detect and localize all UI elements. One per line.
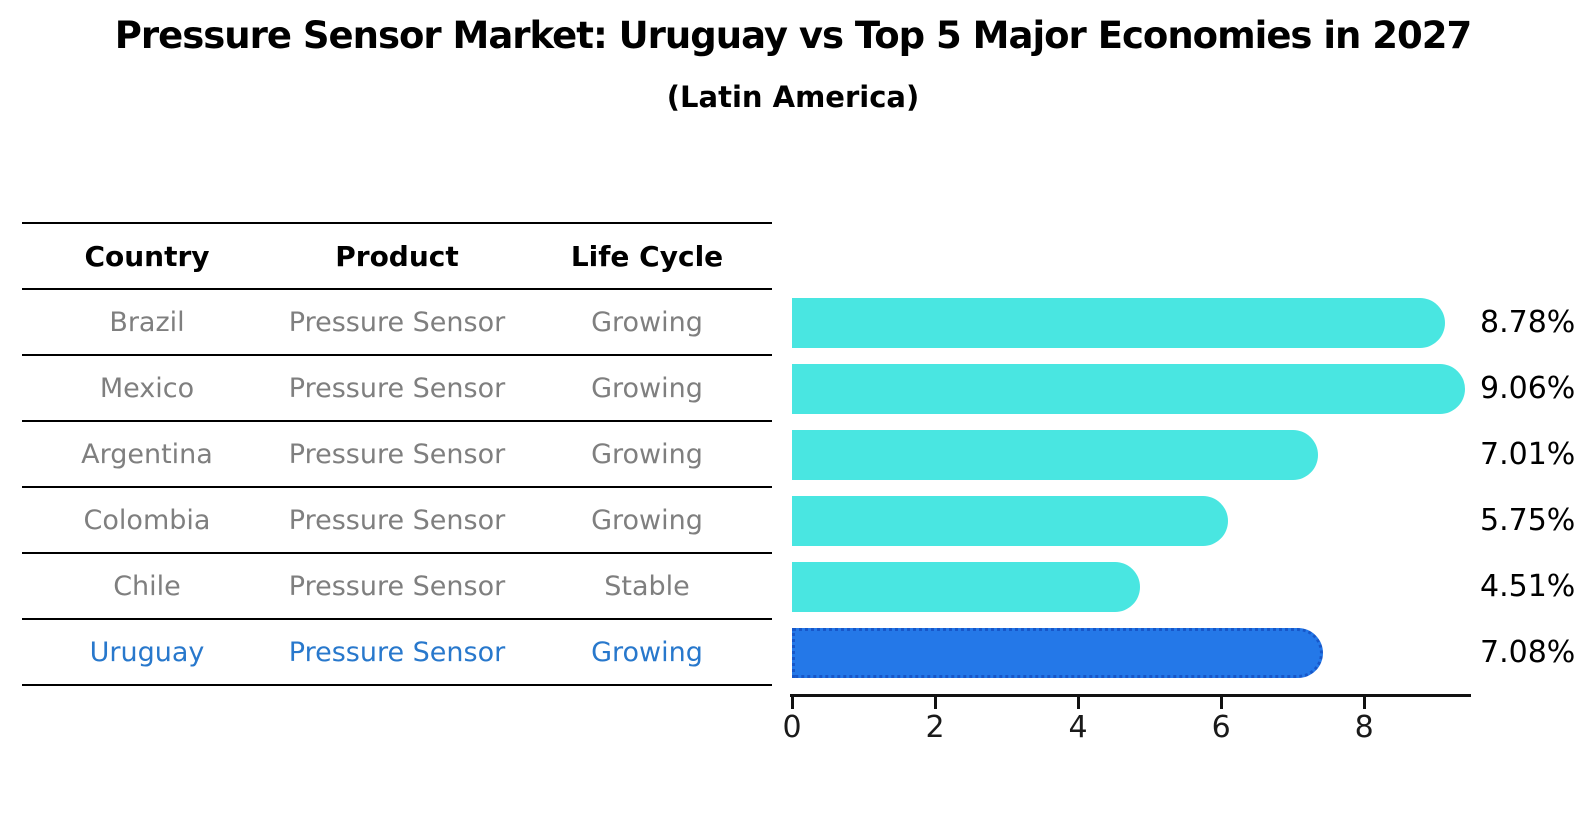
table-header-product: Product <box>335 239 459 273</box>
x-tick-label: 0 <box>782 710 802 745</box>
x-tick-mark <box>1363 697 1367 709</box>
x-tick-mark <box>1077 697 1081 709</box>
table-cell-product: Pressure Sensor <box>288 438 506 470</box>
bar-row <box>792 290 1470 356</box>
table-cell-life-cycle: Growing <box>591 372 703 404</box>
bar-colombia <box>792 496 1229 546</box>
x-axis-line <box>790 694 1471 697</box>
table-cell-country: Chile <box>113 570 181 602</box>
table-cell-country: Argentina <box>81 438 213 470</box>
x-tick-mark <box>791 697 794 709</box>
country-table: Country Product Life Cycle Brazil Pressur… <box>22 222 772 686</box>
bar-value-label: 7.01% <box>1480 437 1576 472</box>
bar-value-label: 9.06% <box>1480 371 1576 406</box>
table-cell-country: Mexico <box>99 372 195 404</box>
table-row: Colombia Pressure Sensor Growing <box>22 488 772 554</box>
bar-argentina <box>792 430 1319 480</box>
bar-brazil <box>792 298 1445 348</box>
x-tick-mark <box>934 697 938 709</box>
table-cell-country: Colombia <box>83 504 211 536</box>
table-cell-product: Pressure Sensor <box>288 504 506 536</box>
table-body: Brazil Pressure Sensor Growing Mexico Pressu… <box>22 290 772 686</box>
table-row: Chile Pressure Sensor Stable <box>22 554 772 620</box>
table-header-country: Country <box>84 239 210 273</box>
table-cell-product: Pressure Sensor <box>288 372 506 404</box>
table-cell-product: Pressure Sensor <box>288 636 506 668</box>
table-cell-country: Brazil <box>109 306 185 338</box>
table-cell-life-cycle: Growing <box>591 636 703 668</box>
bar-row <box>792 356 1470 422</box>
table-cell-country: Uruguay <box>89 636 205 668</box>
bar-row <box>792 488 1470 554</box>
bar-row <box>792 554 1470 620</box>
table-row: Brazil Pressure Sensor Growing <box>22 290 772 356</box>
table-header-lifecycle: Life Cycle <box>570 239 724 273</box>
table-cell-life-cycle: Stable <box>604 570 690 602</box>
x-tick-mark <box>1220 697 1224 709</box>
table-cell-life-cycle: Growing <box>591 504 703 536</box>
x-tick-label: 4 <box>1068 710 1088 745</box>
x-tick-label: 2 <box>925 710 945 745</box>
x-tick-label: 8 <box>1354 710 1374 745</box>
bar-value-label: 4.51% <box>1480 569 1576 604</box>
x-tick-label: 6 <box>1211 710 1231 745</box>
table-cell-product: Pressure Sensor <box>288 306 506 338</box>
table-header-row: Country Product Life Cycle <box>22 222 772 290</box>
bar-row <box>792 422 1470 488</box>
table-row: Uruguay Pressure Sensor Growing <box>22 620 772 686</box>
bar-row <box>792 620 1470 686</box>
bar-uruguay <box>792 628 1324 678</box>
bar-value-label: 8.78% <box>1480 305 1576 340</box>
value-label-column: 8.78% 9.06% 7.01% 5.75% 4.51% 7.08% <box>1480 290 1586 686</box>
bar-mexico <box>792 364 1465 414</box>
bar-value-label: 5.75% <box>1480 503 1576 538</box>
bar-value-label: 7.08% <box>1480 635 1576 670</box>
chart-subtitle: (Latin America) <box>666 80 920 114</box>
table-cell-life-cycle: Growing <box>591 438 703 470</box>
table-row: Mexico Pressure Sensor Growing <box>22 356 772 422</box>
table-row: Argentina Pressure Sensor Growing <box>22 422 772 488</box>
bar-chile <box>792 562 1140 612</box>
table-cell-life-cycle: Growing <box>591 306 703 338</box>
bar-plot-area <box>792 290 1470 686</box>
chart-title: Pressure Sensor Market: Uruguay vs Top 5… <box>114 14 1472 57</box>
table-cell-product: Pressure Sensor <box>288 570 506 602</box>
